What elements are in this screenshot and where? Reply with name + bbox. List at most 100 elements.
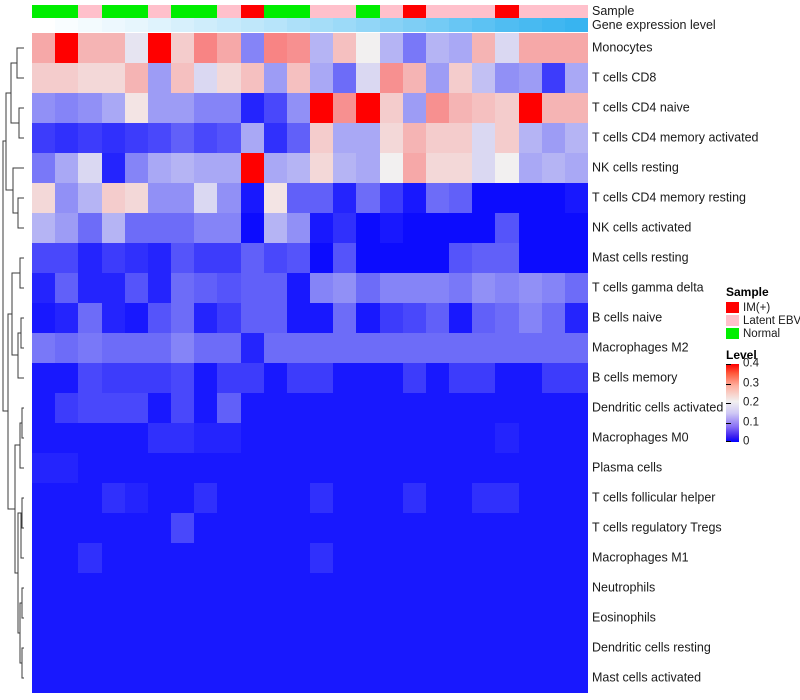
heatmap-cell bbox=[402, 153, 426, 183]
heatmap-cell bbox=[564, 603, 589, 633]
heatmap-cell bbox=[194, 123, 218, 153]
heatmap-cell bbox=[147, 303, 172, 333]
heatmap-cell bbox=[171, 183, 195, 213]
heatmap-cell bbox=[55, 183, 79, 213]
heatmap-cell bbox=[286, 393, 311, 423]
legend-level-tick-label: 0.3 bbox=[743, 377, 759, 389]
gene-expression-annotation-cell bbox=[147, 18, 172, 32]
heatmap-cell bbox=[495, 633, 519, 663]
heatmap-cell bbox=[425, 363, 450, 393]
row-label: T cells regulatory Tregs bbox=[592, 520, 722, 535]
legend-level-tick bbox=[726, 403, 731, 404]
heatmap-cell bbox=[541, 633, 565, 663]
heatmap-cell bbox=[217, 123, 241, 153]
heatmap-cell bbox=[472, 663, 496, 693]
sample-annotation-cell bbox=[356, 5, 380, 18]
heatmap-cell bbox=[147, 63, 172, 93]
heatmap-cell bbox=[286, 573, 311, 603]
row-label: NK cells activated bbox=[592, 220, 692, 235]
heatmap-cell bbox=[564, 393, 589, 423]
heatmap-cell bbox=[55, 513, 79, 543]
heatmap-cell bbox=[286, 663, 311, 693]
heatmap-cell bbox=[171, 153, 195, 183]
heatmap-cell bbox=[379, 333, 403, 363]
heatmap-cell bbox=[564, 273, 589, 303]
heatmap-cell bbox=[32, 93, 56, 123]
heatmap-cell bbox=[495, 393, 519, 423]
heatmap-cell bbox=[124, 633, 148, 663]
heatmap-cell bbox=[310, 663, 334, 693]
legend-level: Level 0.4 0.3 0.2 0.1 0 bbox=[726, 349, 800, 447]
heatmap-cell bbox=[101, 273, 125, 303]
heatmap-cell bbox=[55, 33, 79, 63]
heatmap-cell bbox=[217, 423, 241, 453]
heatmap-row bbox=[32, 633, 589, 663]
sample-annotation-cell bbox=[379, 5, 403, 18]
heatmap-cell bbox=[379, 213, 403, 243]
sample-annotation-cell bbox=[310, 5, 334, 18]
heatmap-cell bbox=[286, 213, 311, 243]
heatmap-cell bbox=[171, 273, 195, 303]
legend-label-normal: Normal bbox=[743, 327, 781, 340]
heatmap-cell bbox=[541, 123, 565, 153]
heatmap-cell bbox=[356, 453, 380, 483]
heatmap-cell bbox=[240, 183, 264, 213]
heatmap-cell bbox=[240, 63, 264, 93]
heatmap-cell bbox=[402, 183, 426, 213]
heatmap-cell bbox=[449, 543, 473, 573]
heatmap-cell bbox=[147, 153, 172, 183]
heatmap-cell bbox=[78, 153, 102, 183]
heatmap-cell bbox=[310, 633, 334, 663]
heatmap-cell bbox=[495, 33, 519, 63]
heatmap-cell bbox=[55, 633, 79, 663]
heatmap-cell bbox=[124, 573, 148, 603]
heatmap-cell bbox=[564, 333, 589, 363]
heatmap-cell bbox=[425, 183, 450, 213]
heatmap-cell bbox=[310, 213, 334, 243]
heatmap-cell bbox=[333, 33, 357, 63]
heatmap-cell bbox=[379, 273, 403, 303]
heatmap-cell bbox=[240, 573, 264, 603]
heatmap-cell bbox=[263, 633, 287, 663]
heatmap-cell bbox=[194, 303, 218, 333]
heatmap-cell bbox=[171, 513, 195, 543]
heatmap-cell bbox=[449, 633, 473, 663]
heatmap-cell bbox=[564, 93, 589, 123]
heatmap-cell bbox=[402, 603, 426, 633]
heatmap-cell bbox=[286, 423, 311, 453]
heatmap-cell bbox=[286, 243, 311, 273]
heatmap-cell bbox=[564, 543, 589, 573]
heatmap-cell bbox=[217, 513, 241, 543]
heatmap-cell bbox=[379, 63, 403, 93]
heatmap-cell bbox=[171, 663, 195, 693]
heatmap-cell bbox=[356, 393, 380, 423]
heatmap-cell bbox=[263, 483, 287, 513]
gene-expression-annotation-cell bbox=[333, 18, 357, 32]
heatmap-row bbox=[32, 603, 589, 633]
heatmap-cell bbox=[356, 183, 380, 213]
heatmap-cell bbox=[217, 333, 241, 363]
heatmap-cell bbox=[449, 483, 473, 513]
heatmap-cell bbox=[194, 33, 218, 63]
heatmap-cell bbox=[78, 213, 102, 243]
gene-expression-annotation-cell bbox=[379, 18, 403, 32]
heatmap-row bbox=[32, 543, 589, 573]
heatmap-cell bbox=[240, 423, 264, 453]
heatmap-cell bbox=[495, 273, 519, 303]
heatmap-cell bbox=[263, 453, 287, 483]
heatmap-cell bbox=[402, 453, 426, 483]
gene-expression-annotation-cell bbox=[32, 18, 56, 32]
heatmap-cell bbox=[240, 483, 264, 513]
heatmap-cell bbox=[240, 633, 264, 663]
heatmap-cell bbox=[32, 33, 56, 63]
heatmap-cell bbox=[449, 603, 473, 633]
heatmap-cell bbox=[240, 33, 264, 63]
heatmap-cell bbox=[101, 573, 125, 603]
heatmap-cell bbox=[402, 483, 426, 513]
heatmap-cell bbox=[55, 393, 79, 423]
heatmap-cell bbox=[495, 93, 519, 123]
heatmap-row bbox=[32, 363, 589, 393]
heatmap-cell bbox=[356, 273, 380, 303]
heatmap-cell bbox=[263, 63, 287, 93]
heatmap-cell bbox=[286, 603, 311, 633]
